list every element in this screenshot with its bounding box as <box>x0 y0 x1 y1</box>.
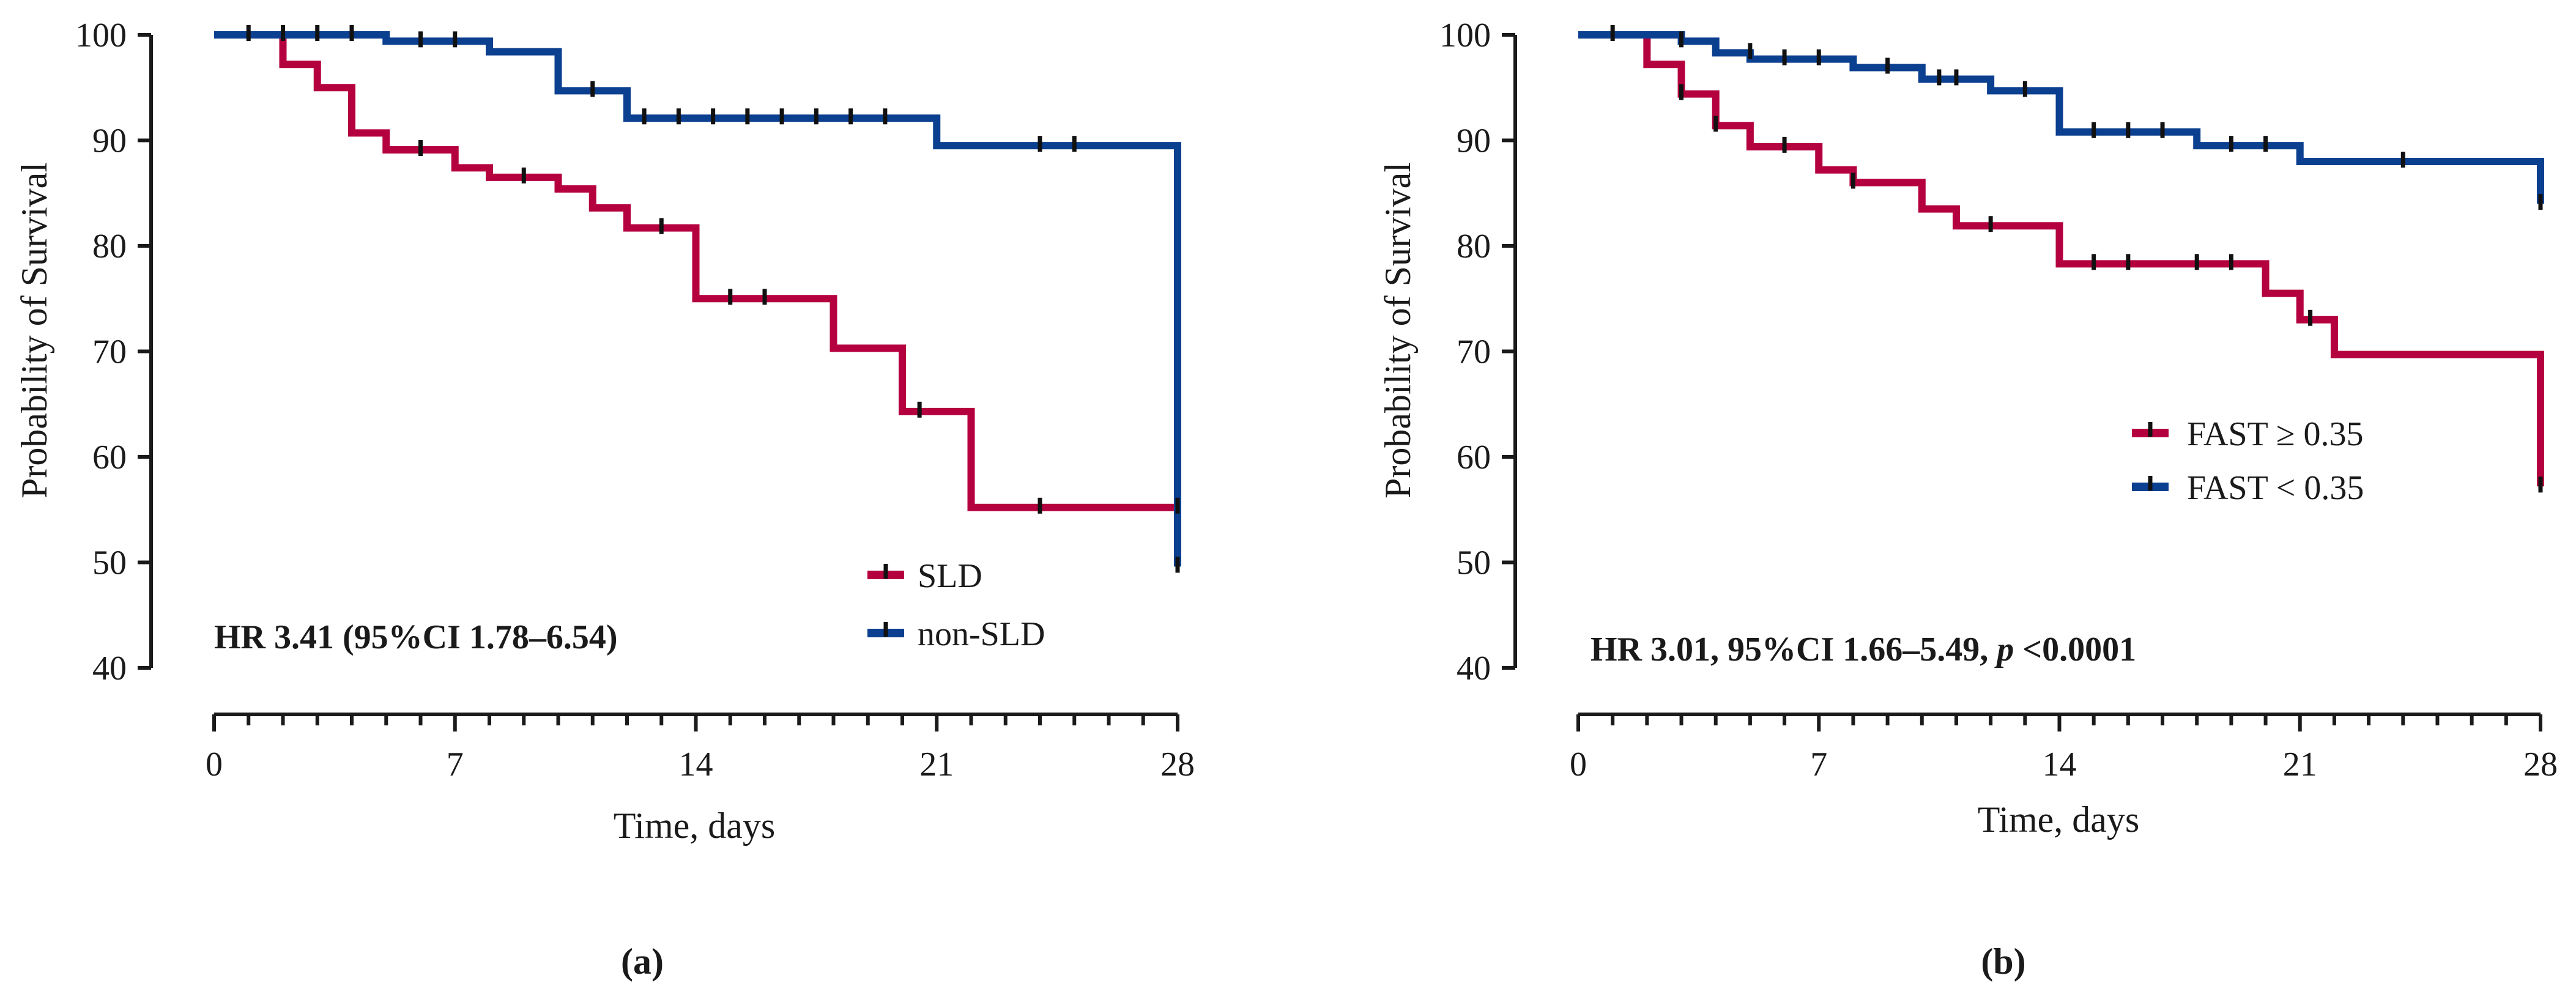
panel-b-hr-p-italic: p <box>1994 631 2014 669</box>
panel-a-legend: SLD non-SLD <box>867 557 1045 653</box>
panel-a-hr-annotation: HR 3.41 (95%CI 1.78–6.54) <box>214 618 618 656</box>
panel-a-x-axis-title: Time, days <box>614 806 776 846</box>
panel-a-series-line-0 <box>214 31 1178 511</box>
panel-b-y-tick-label: 60 <box>1457 439 1491 476</box>
panel-b-x-tick-label: 14 <box>2043 746 2077 783</box>
panel-a-legend-item-sld: SLD <box>867 557 982 595</box>
panel-a-y-tick-label: 60 <box>92 439 127 476</box>
panel-b-legend-item-fast-high: FAST ≥ 0.35 <box>2132 415 2364 453</box>
panel-a-series-line-1 <box>214 31 1181 567</box>
panel-a-x-tick-label: 28 <box>1160 746 1195 783</box>
panel-b-series <box>1578 25 2544 493</box>
panel-a-x-tick-label: 14 <box>679 746 713 783</box>
panel-b-hr-part-3: <0.0001 <box>2014 631 2136 669</box>
panel-b-x-tick-label: 7 <box>1810 746 1827 783</box>
panel-b-series-line-0 <box>1578 31 2544 487</box>
panel-b-y-tick-label: 70 <box>1457 333 1491 371</box>
panel-b-y-tick-label: 90 <box>1457 122 1491 160</box>
panel-a-y-tick-label: 100 <box>75 17 127 54</box>
panel-b: 40 50 60 70 80 90 100 0 7 14 21 28 Probability of S… <box>1378 17 2558 982</box>
panel-a-legend-label-non-sld: non-SLD <box>918 615 1045 653</box>
panel-b-legend: FAST ≥ 0.35 FAST < 0.35 <box>2132 415 2364 507</box>
panel-b-y-tick-label: 50 <box>1457 544 1491 582</box>
panel-a-series <box>214 25 1181 573</box>
panel-b-series-line-1 <box>1578 31 2544 204</box>
panel-a: 40 50 60 70 80 90 100 0 7 14 21 28 Probability of S… <box>14 17 1195 982</box>
panel-b-label: (b) <box>1981 941 2025 982</box>
panel-a-axes: 40 50 60 70 80 90 100 0 7 14 21 28 <box>75 17 1195 783</box>
panel-a-legend-label-sld: SLD <box>918 557 982 595</box>
panel-b-y-tick-label: 40 <box>1457 650 1491 687</box>
panel-b-x-tick-label: 28 <box>2523 746 2558 783</box>
panel-a-x-tick-label: 21 <box>919 746 954 783</box>
panel-b-legend-item-fast-low: FAST < 0.35 <box>2132 469 2364 507</box>
panel-a-y-tick-label: 50 <box>92 544 127 582</box>
panel-b-hr-annotation: HR 3.01, 95%CI 1.66–5.49, p <0.0001 <box>1591 631 2136 669</box>
panel-b-legend-label-fast-high: FAST ≥ 0.35 <box>2187 415 2364 453</box>
panel-b-x-tick-label: 21 <box>2283 746 2317 783</box>
panel-a-y-tick-label: 80 <box>92 228 127 265</box>
panel-a-y-tick-label: 40 <box>92 650 127 687</box>
panel-b-legend-label-fast-low: FAST < 0.35 <box>2187 469 2364 507</box>
panel-b-x-tick-label: 0 <box>1570 746 1587 783</box>
panel-b-y-axis-title: Probability of Survival <box>1378 162 1418 498</box>
panel-a-x-tick-label: 7 <box>447 746 464 783</box>
panel-b-hr-part-1: HR 3.01, 95%CI 1.66–5.49, <box>1591 631 1997 669</box>
panel-a-label: (a) <box>621 941 664 982</box>
panel-a-x-tick-label: 0 <box>206 746 223 783</box>
panel-b-y-tick-label: 80 <box>1457 228 1491 265</box>
panel-a-y-tick-label: 90 <box>92 122 127 160</box>
panel-b-axes: 40 50 60 70 80 90 100 0 7 14 21 28 <box>1439 17 2558 783</box>
panel-a-y-tick-label: 70 <box>92 333 127 371</box>
panel-a-y-axis-title: Probability of Survival <box>14 162 54 498</box>
panel-b-y-tick-label: 100 <box>1439 17 1491 54</box>
panel-a-legend-item-non-sld: non-SLD <box>867 615 1045 653</box>
panel-b-x-axis-title: Time, days <box>1978 799 2140 840</box>
